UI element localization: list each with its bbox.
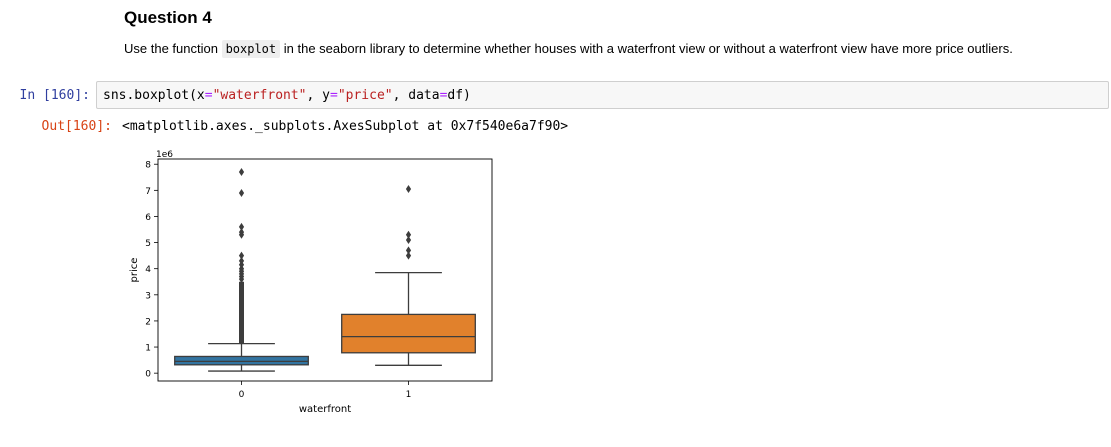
- boxplot-chart: 0 1 2 3 4 5 6 7 8 0 1 1e6 waterfront price: [129, 150, 493, 415]
- output-prompt: Out[160]:: [41, 119, 112, 134]
- code-string-price: "price": [337, 88, 393, 103]
- y-tick-label-7: 7: [145, 187, 151, 197]
- question-title: Question 4: [124, 8, 212, 27]
- code-arg-y: , y: [306, 88, 330, 103]
- outlier-point-0-9: [238, 228, 245, 237]
- outlier-band-0: [239, 281, 244, 344]
- outlier-point-1-0: [405, 251, 412, 260]
- y-tick-label-8: 8: [145, 161, 151, 171]
- outlier-point-0-6: [238, 256, 245, 265]
- outlier-point-1-3: [405, 230, 412, 239]
- question-text-before: Use the function: [124, 41, 222, 56]
- output-text: <matplotlib.axes._subplots.AxesSubplot a…: [122, 119, 569, 134]
- y-tick-label-5: 5: [145, 239, 151, 249]
- code-op-1: =: [204, 88, 213, 103]
- code-arg-data: , data: [392, 88, 440, 103]
- y-tick-label-1: 1: [145, 344, 151, 354]
- y-offset-label: 1e6: [156, 150, 173, 160]
- x-tick-label-0: 0: [239, 390, 245, 400]
- outlier-point-0-11: [238, 188, 245, 197]
- code-op-2: =: [329, 88, 338, 103]
- x-axis-label: waterfront: [299, 404, 351, 415]
- y-tick-label-3: 3: [145, 291, 151, 301]
- outlier-point-0-7: [238, 251, 245, 260]
- code-string-waterfront: "waterfront": [212, 88, 307, 103]
- y-tick-label-2: 2: [145, 317, 151, 327]
- outlier-point-0-12: [238, 168, 245, 177]
- code-call: sns.boxplot(x: [103, 88, 205, 103]
- y-tick-label-6: 6: [145, 213, 151, 223]
- y-axis-label: price: [129, 258, 140, 283]
- outlier-point-1-2: [405, 235, 412, 244]
- outlier-point-1-4: [405, 185, 412, 194]
- code-arg-df: df): [447, 88, 471, 103]
- code-input-cell[interactable]: sns.boxplot(x="waterfront", y="price", d…: [96, 81, 1109, 109]
- plot-frame: [157, 158, 493, 382]
- y-tick-label-0: 0: [145, 370, 151, 380]
- input-prompt: In [160]:: [19, 88, 90, 103]
- y-tick-label-4: 4: [145, 265, 151, 275]
- code-op-3: =: [439, 88, 448, 103]
- outlier-point-0-10: [238, 222, 245, 231]
- box-1: [341, 313, 476, 354]
- box-0: [174, 355, 309, 366]
- outlier-point-1-1: [405, 246, 412, 255]
- inline-code-boxplot: boxplot: [221, 40, 281, 58]
- question-text-after: in the seaborn library to determine whet…: [280, 41, 1013, 56]
- x-tick-label-1: 1: [406, 390, 412, 400]
- question-text: Use the function boxplot in the seaborn …: [124, 40, 1013, 58]
- code-line[interactable]: sns.boxplot(x="waterfront", y="price", d…: [103, 88, 471, 103]
